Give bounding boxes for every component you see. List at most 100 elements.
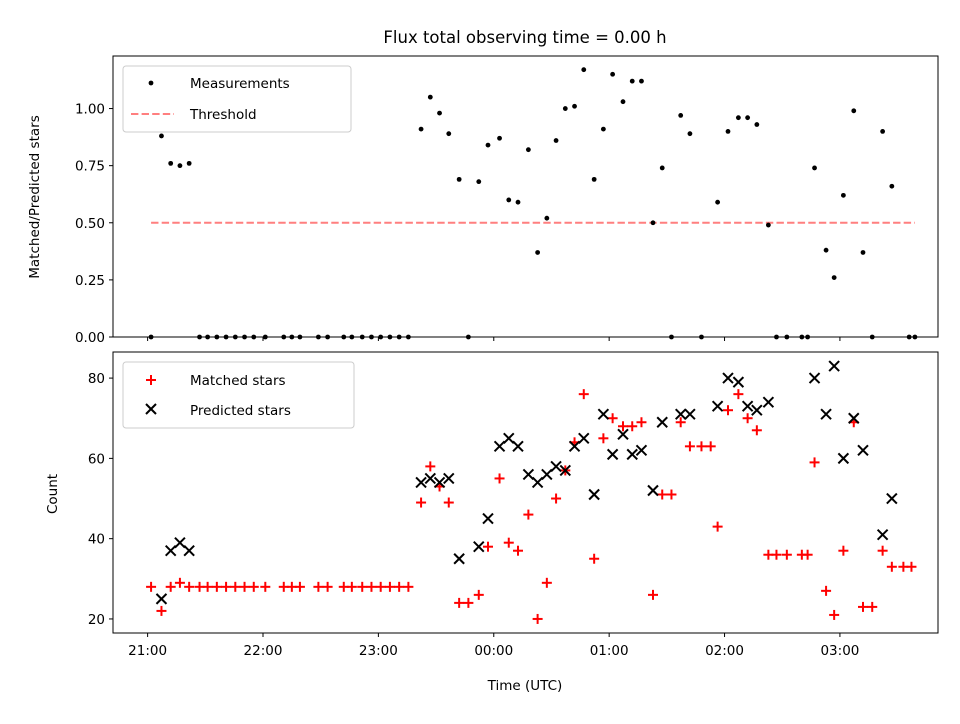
measurement-point [591, 176, 597, 182]
predicted-star-point [531, 476, 544, 489]
matched-star-point [463, 597, 474, 608]
matched-star-point [666, 489, 677, 500]
measurement-point [485, 142, 491, 148]
legend-predicted-marker [145, 403, 157, 415]
measurement-point [735, 115, 741, 121]
predicted-star-point [597, 408, 610, 420]
measurement-point [860, 250, 866, 255]
predicted-star-point [433, 476, 446, 489]
measurement-point [831, 275, 837, 281]
predicted-star-point [876, 528, 889, 541]
measurement-point [581, 67, 587, 73]
predicted-star-point [183, 545, 195, 557]
matched-star-point [473, 589, 484, 600]
legend-measurements-label: Measurements [190, 76, 290, 92]
predicted-star-point [626, 448, 638, 461]
measurement-point [168, 160, 174, 166]
matched-star-point [723, 405, 733, 416]
predicted-star-point [588, 488, 600, 501]
predicted-star-point [732, 376, 745, 388]
matched-star-point [838, 545, 849, 556]
matched-star-point [494, 473, 505, 484]
matched-star-point [551, 493, 562, 504]
matched-star-point [867, 601, 878, 612]
ratio-panel: Flux total observing time = 0.00 h Match… [27, 28, 939, 346]
measurement-point [650, 220, 656, 226]
matched-star-point [403, 581, 414, 592]
matched-star-point [684, 441, 695, 452]
matched-star-point [366, 581, 377, 592]
measurement-point [544, 215, 550, 221]
count-x-tick-label: 02:00 [705, 643, 744, 659]
count-x-tick-label: 21:00 [128, 643, 167, 659]
legend-matched-marker [146, 375, 156, 385]
predicted-star-point [453, 553, 465, 565]
predicted-star-point [155, 593, 168, 605]
matched-star-point [239, 581, 250, 592]
matched-star-point [174, 577, 185, 588]
matched-star-point [636, 417, 647, 428]
predicted-star-point [541, 468, 553, 481]
measurement-point [880, 128, 886, 134]
measurement-point [678, 112, 684, 118]
measurement-point [620, 99, 626, 105]
ratio-y-tick-label: 0.50 [75, 216, 105, 232]
measurement-point [823, 247, 829, 253]
measurement-point [476, 179, 482, 185]
predicted-star-point [741, 400, 754, 412]
predicted-star-point [674, 408, 687, 420]
measurement-point [427, 94, 433, 100]
matched-star-point [425, 461, 436, 472]
predicted-star-point [848, 412, 860, 424]
matched-star-point [858, 601, 868, 612]
matched-star-point [165, 581, 176, 592]
count-y-tick-label: 40 [88, 532, 105, 548]
count-panel: Count Time (UTC) 20 40 60 80 21:00 22:00 23:00… [45, 351, 939, 694]
matched-star-point [771, 549, 782, 560]
predicted-star-point [164, 545, 177, 557]
predicted-star-point [415, 476, 427, 489]
predicted-star-point [559, 464, 572, 477]
measurement-point [659, 165, 665, 171]
count-x-tick-label: 01:00 [590, 643, 629, 659]
measurement-point [418, 126, 424, 132]
matched-star-point [443, 497, 454, 508]
predicted-star-point [512, 440, 524, 453]
measurement-point [745, 115, 751, 121]
matched-star-point [733, 389, 744, 400]
measurement-point [497, 135, 502, 141]
predicted-star-point [635, 444, 648, 457]
ratio-legend: Measurements Threshold [122, 65, 352, 133]
count-plot-frame [112, 351, 939, 634]
predicted-star-point [656, 416, 668, 428]
matched-star-point [829, 609, 840, 620]
matched-star-point [906, 561, 917, 572]
ratio-y-tick-label: 0.25 [75, 273, 105, 289]
count-y-tick-label: 20 [88, 612, 105, 628]
measurement-point [446, 131, 452, 137]
predicted-star-point [550, 460, 562, 473]
predicted-star-point [578, 432, 590, 445]
count-x-tick-label: 23:00 [359, 643, 398, 659]
matched-star-point [221, 581, 232, 592]
measurement-point [629, 78, 635, 84]
legend-measurements-marker [148, 80, 154, 86]
predicted-star-point [606, 448, 619, 461]
matched-star-point [809, 457, 820, 468]
ratio-y-tick-label: 1.00 [75, 102, 105, 118]
matched-star-point [346, 581, 357, 592]
predicted-star-point [684, 408, 696, 420]
matched-star-point [503, 537, 514, 548]
predicted-star-point [493, 440, 506, 453]
measurement-point [600, 126, 606, 132]
matched-star-point [322, 581, 333, 592]
count-x-tick-label: 00:00 [474, 643, 513, 659]
matched-star-point [589, 553, 600, 564]
predicted-star-point [722, 372, 734, 384]
matched-star-point [294, 581, 305, 592]
measurement-point [515, 199, 521, 205]
matched-star-point [705, 441, 716, 452]
predicted-star-point [808, 372, 821, 384]
predicted-star-point [647, 484, 659, 497]
